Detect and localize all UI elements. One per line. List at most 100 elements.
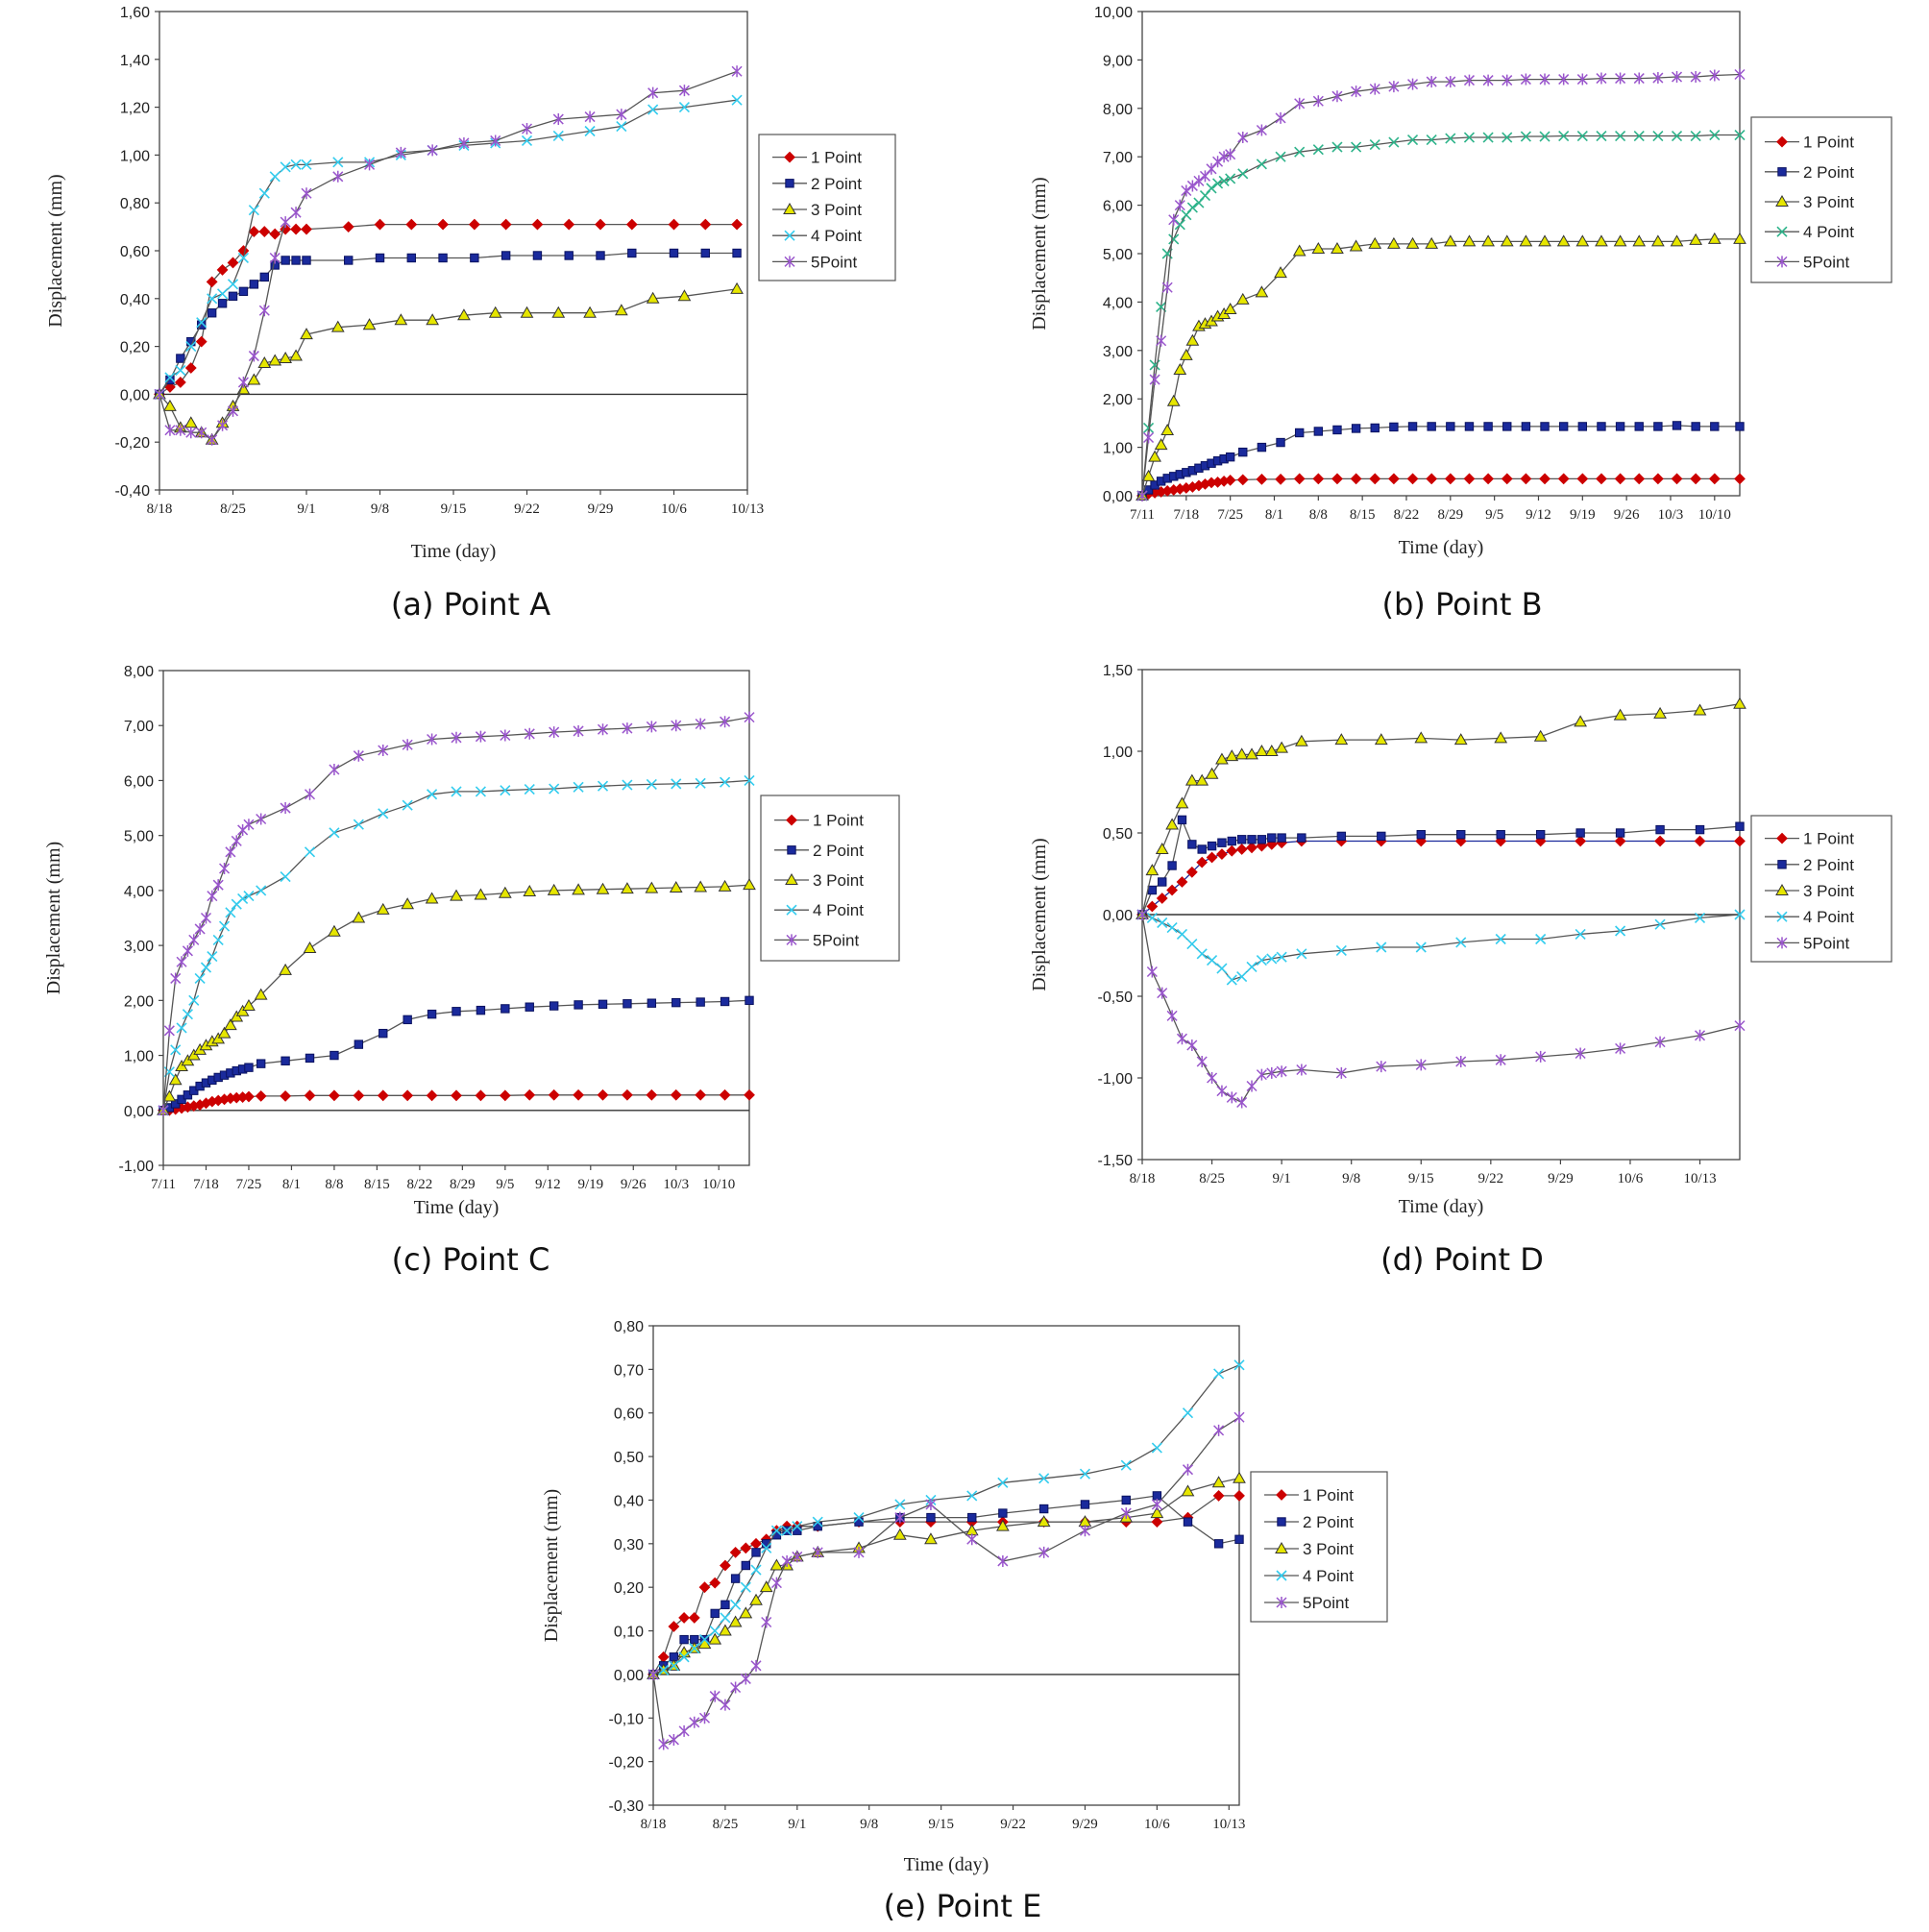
chart-e-series-4-point: [750, 1564, 762, 1576]
chart-b-legend-marker: [1776, 256, 1788, 268]
chart-c-series-4-point: [427, 789, 438, 800]
chart-e-series-3-point: [739, 1606, 753, 1619]
chart-b-series-1-point: [1520, 473, 1532, 485]
chart-b-series-5-point: [1463, 74, 1475, 86]
chart-c-series-2-point: [452, 1007, 461, 1016]
chart-c-series-5-point: [182, 944, 193, 957]
chart-e-series-4-point: [770, 1525, 782, 1536]
chart-d-series-4-point: [1335, 944, 1347, 956]
chart-a-series-2-line: [159, 252, 738, 395]
chart-d-legend-marker: [1776, 937, 1788, 949]
chart-b-series-4-point: [1615, 130, 1626, 142]
chart-d-series-3-point: [1334, 733, 1349, 746]
chart-e-series-2-point: [710, 1608, 720, 1619]
chart-b-series-4-point: [1520, 131, 1531, 142]
chart-d-y-tick-label: -1,50: [1098, 1153, 1134, 1169]
chart-c-series-1-point: [329, 1089, 340, 1102]
chart-a-y-tick-label: 0,20: [120, 340, 150, 356]
chart-a-legend-marker: [784, 151, 795, 163]
chart-b-series-5-point: [1212, 156, 1224, 168]
chart-c-legend-marker: [787, 845, 796, 855]
chart-d-series-4-point: [1615, 925, 1626, 937]
chart-c-series-4-point: [671, 778, 682, 790]
chart-b-series-3-point: [1443, 234, 1457, 247]
chart-panel-d: -1,50 -1,00 -0,50 0,00 0,50 1,00 1,50 8/18 8/25 9…: [968, 653, 1929, 1287]
chart-a-legend-label: 2 Point: [811, 175, 862, 193]
chart-b-series-2-point: [1735, 422, 1745, 431]
chart-c-series-4-point: [237, 893, 249, 905]
chart-d-legend-marker: [1777, 860, 1787, 869]
chart-d-series-5-point: [1296, 1064, 1307, 1076]
chart-b-legend-label: 3 Point: [1803, 193, 1854, 211]
chart-e-series-3-point: [995, 1519, 1010, 1531]
chart-c-series-1-point: [622, 1088, 633, 1101]
chart-c-series-3-point: [352, 911, 366, 923]
chart-b-x-tick-label: 7/25: [1217, 507, 1243, 523]
chart-a-series-1-point: [437, 218, 449, 231]
chart-b-x-tick-label: 8/29: [1437, 507, 1463, 523]
chart-c-series-4-point: [329, 827, 340, 839]
chart-d-series-2-point: [1167, 861, 1177, 870]
chart-a-series-5-line: [159, 70, 738, 441]
chart-a-series-1-point: [290, 223, 302, 235]
chart-d-x-tick-label: 9/15: [1408, 1171, 1434, 1186]
chart-c-series-3-point: [621, 882, 634, 894]
chart-b-series-2-point: [1691, 422, 1700, 431]
chart-a-series-4-point: [584, 125, 596, 137]
chart-b-series-4-point: [1142, 422, 1155, 434]
chart-a-y-tick-label: 0,40: [120, 292, 150, 308]
chart-b-series-4-point: [1539, 131, 1551, 142]
chart-e-series-5-point: [1120, 1507, 1132, 1520]
chart-b-series-3-point: [1160, 423, 1175, 435]
chart-a-series-5-point: [458, 136, 470, 149]
chart-b-series-2-point: [1427, 422, 1436, 431]
chart-c-series-2-point: [696, 997, 705, 1007]
chart-a-series-3-point: [488, 306, 502, 318]
chart-c-series-2-point: [281, 1056, 290, 1065]
chart-a-series-1-point: [731, 218, 743, 231]
chart-e-y-tick-label: -0,20: [609, 1755, 645, 1772]
chart-e-series-5-point: [925, 1498, 937, 1510]
chart-b-series-1-point: [1426, 473, 1438, 485]
chart-a-series-4-point: [164, 372, 176, 383]
chart-b-series-3-point: [1651, 234, 1665, 247]
chart-a-series-1-point: [595, 218, 606, 231]
chart-c-series-3-point: [217, 1026, 232, 1039]
chart-a-series-4-point: [301, 159, 312, 170]
chart-d-series-2-point: [1695, 824, 1705, 835]
chart-c-y-tick-label: 0,00: [124, 1104, 154, 1120]
chart-c-x-tick-label: 9/19: [577, 1177, 603, 1192]
chart-a-series-1: [154, 218, 743, 401]
chart-c-series-5-point: [219, 863, 231, 874]
chart-e-legend-label: 4 Point: [1303, 1567, 1354, 1585]
chart-c-y-tick-label: -1,00: [119, 1159, 155, 1175]
chart-b-legend-label: 4 Point: [1803, 223, 1854, 241]
chart-c-series-5-point: [646, 721, 657, 733]
chart-c-series-2-point: [745, 995, 754, 1006]
chart-e-series-3-point: [924, 1532, 938, 1545]
chart-a-series-5-point: [552, 113, 564, 126]
chart-e-y-tick-label: 0,10: [614, 1625, 644, 1641]
chart-e-series-5-point: [1038, 1546, 1050, 1558]
chart-a-series-2-point: [532, 251, 543, 260]
chart-c-series-2-point: [354, 1039, 364, 1049]
chart-d-series-5-point: [1196, 1056, 1208, 1067]
chart-c-series-2-point: [305, 1053, 315, 1064]
chart-c-series-5-point: [622, 722, 633, 735]
chart-d-series-1-point: [1235, 844, 1248, 855]
chart-c-series-4-point: [353, 819, 364, 830]
chart-e-series-4-point: [1079, 1468, 1091, 1480]
chart-c-series-1-point: [695, 1088, 707, 1101]
chart-b-series-5-point: [1186, 180, 1198, 192]
chart-b-series-3-point: [1595, 234, 1608, 247]
chart-b-series-5-point: [1633, 72, 1645, 85]
chart-a-series-4-line: [159, 99, 738, 395]
chart-e-legend-marker: [1277, 1517, 1286, 1527]
chart-b-x-tick-label: 9/19: [1570, 507, 1596, 523]
chart-b-series-3-point: [1425, 236, 1439, 249]
chart-e-series-5-point: [720, 1699, 731, 1711]
chart-d-series-4-point: [1296, 948, 1307, 960]
chart-c-caption: (c) Point C: [391, 1241, 550, 1278]
chart-b-series-5-point: [1690, 71, 1701, 84]
chart-b-series-1-point: [1275, 473, 1286, 485]
